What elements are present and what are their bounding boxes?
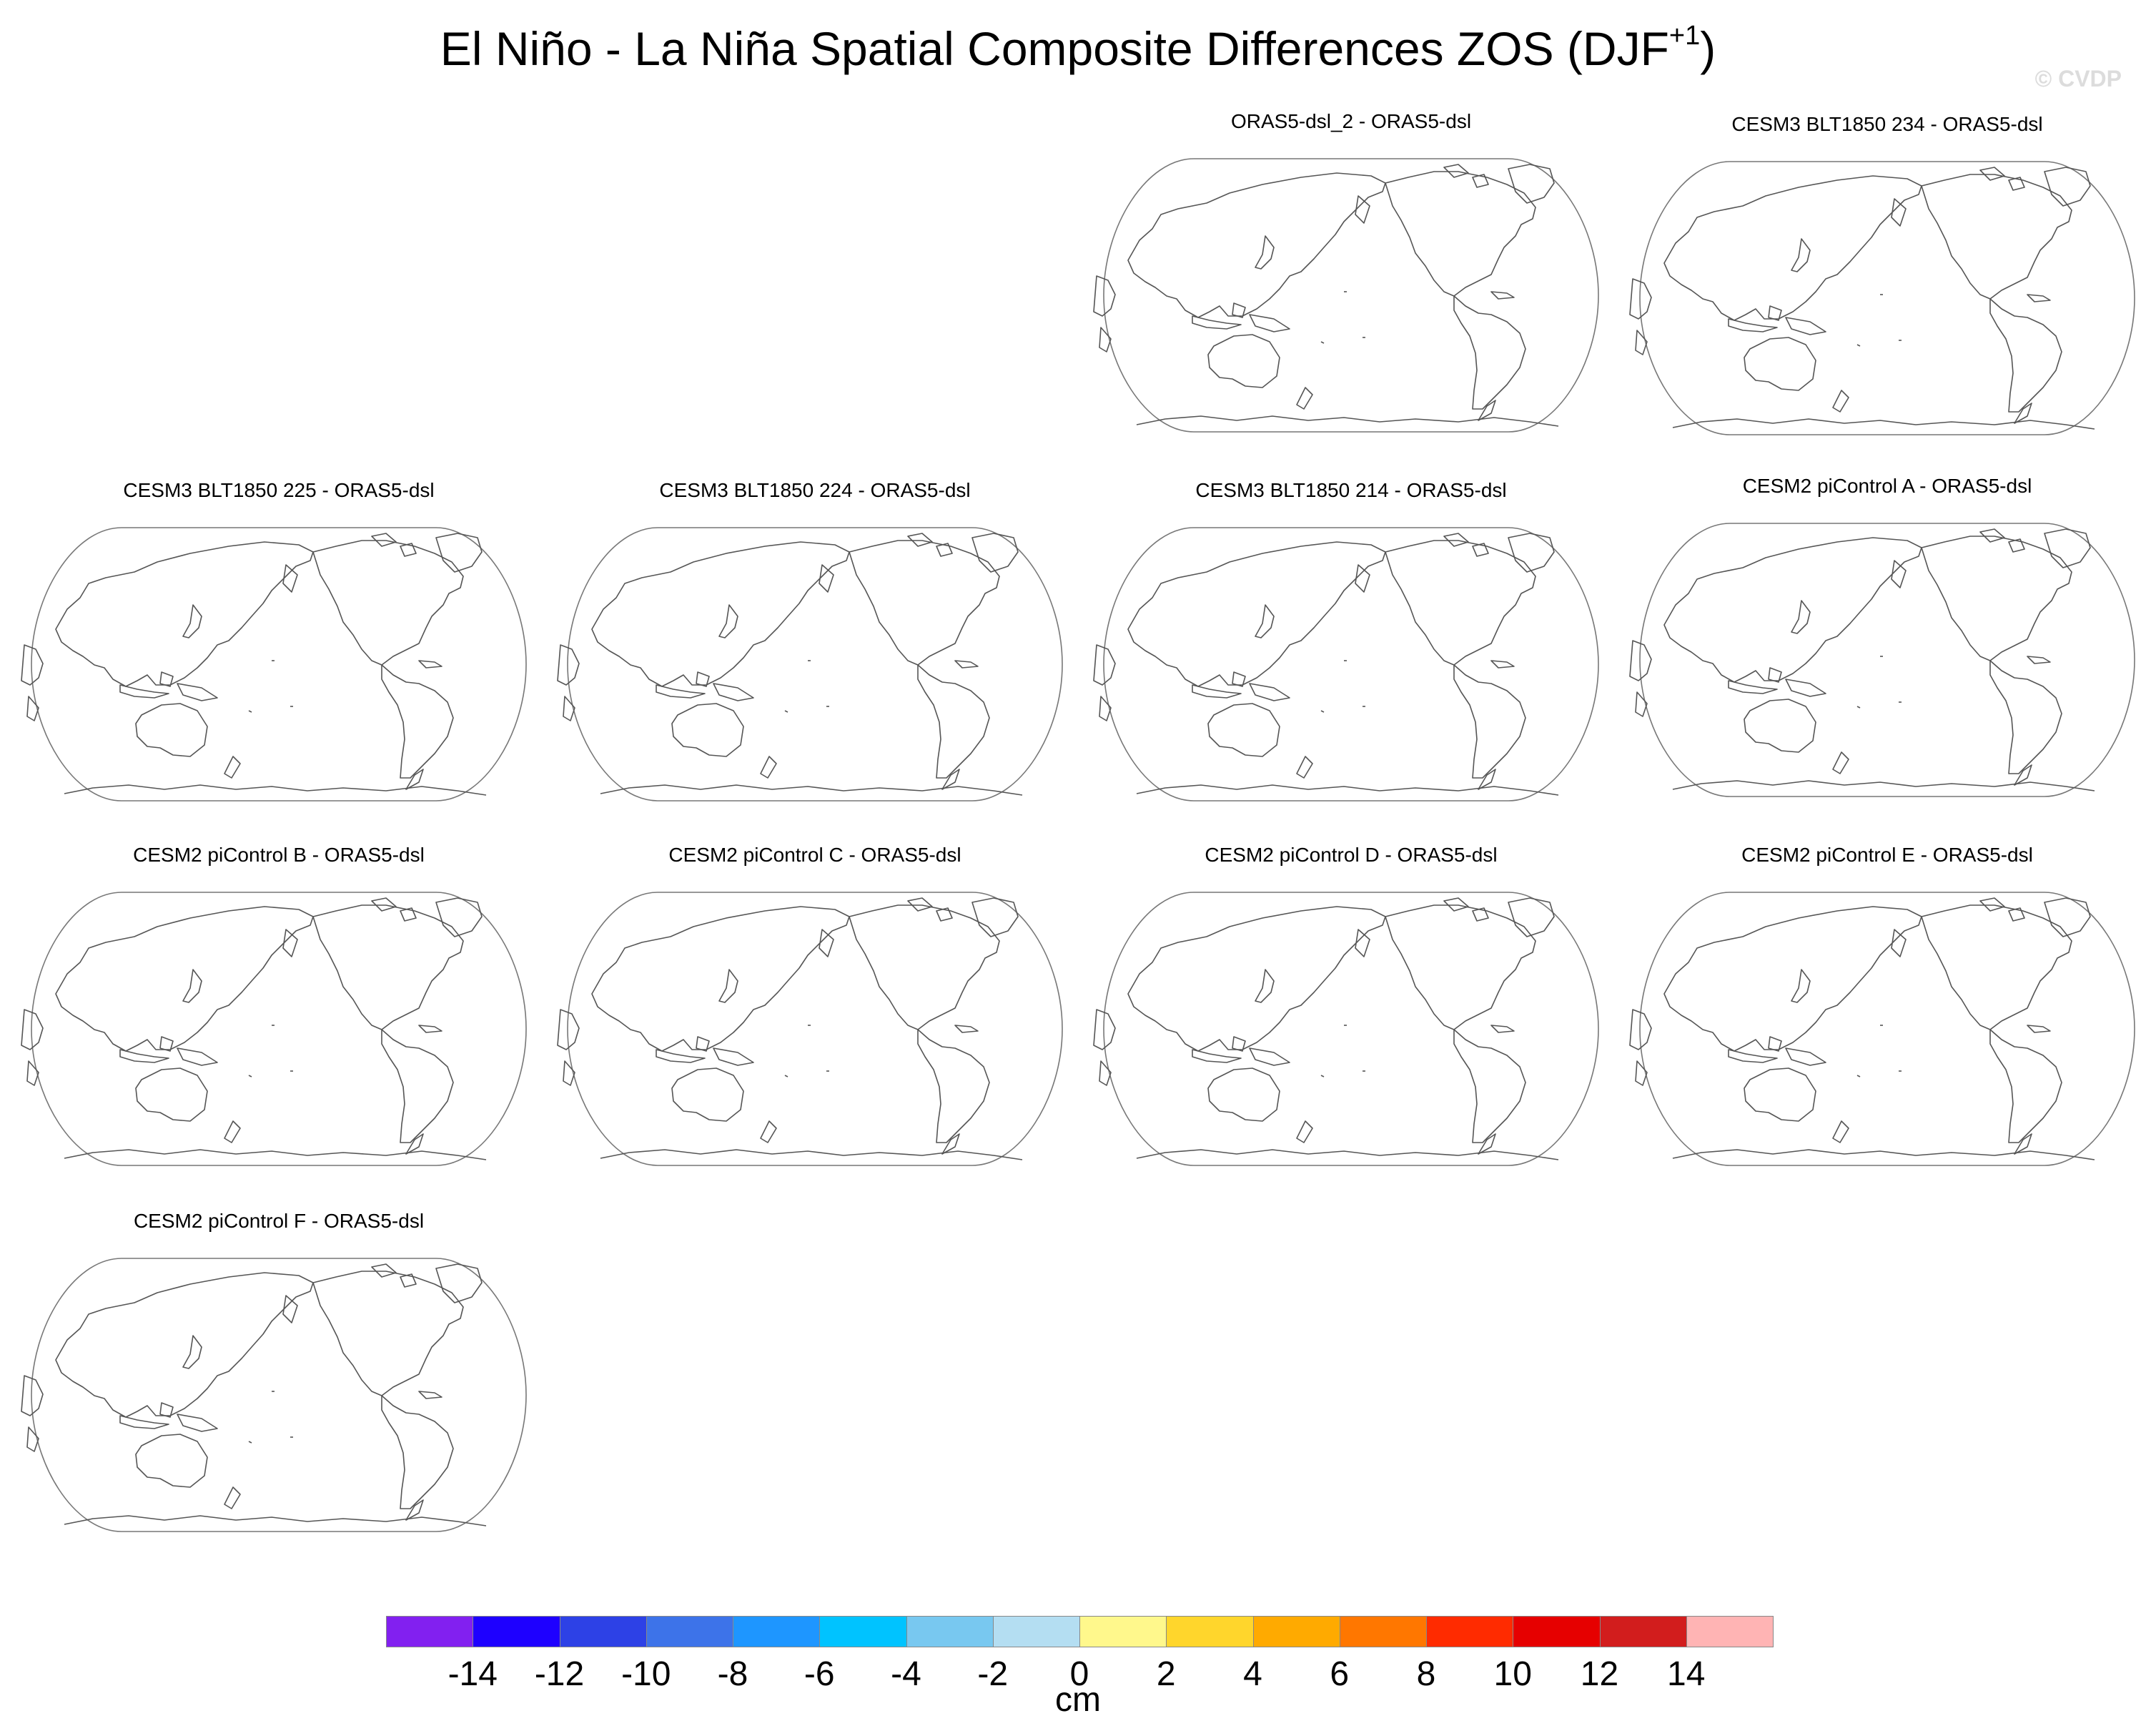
map-panel-cesm2-picontrol-c: CESM2 piControl C - ORAS5-dsl: [550, 844, 1079, 1187]
world-map: [557, 892, 1063, 1166]
panel-title: CESM2 piControl A - ORAS5-dsl: [1742, 475, 2032, 497]
map-panel-cesm2-picontrol-e: CESM2 piControl E - ORAS5-dsl: [1623, 844, 2152, 1187]
world-map: [1093, 158, 1599, 433]
colorbar-box: [473, 1616, 560, 1647]
world-map: [1629, 892, 2135, 1166]
chart-title-main: El Niño - La Niña Spatial Composite Diff…: [440, 22, 1669, 75]
panel-title: CESM3 BLT1850 224 - ORAS5-dsl: [659, 479, 971, 501]
colorbar-tick-label: 14: [1667, 1655, 1706, 1693]
colorbar-box: [1079, 1616, 1167, 1647]
world-map: [1093, 892, 1599, 1166]
colorbar-box: [646, 1616, 733, 1647]
world-map: [21, 1258, 527, 1532]
map-panel-cesm3-blt1850-234: CESM3 BLT1850 234 - ORAS5-dsl: [1623, 113, 2152, 456]
world-map: [21, 892, 527, 1166]
panel-title: CESM3 BLT1850 214 - ORAS5-dsl: [1195, 479, 1507, 501]
map-panel-cesm2-picontrol-b: CESM2 piControl B - ORAS5-dsl: [14, 844, 543, 1187]
colorbar-tick-label: 2: [1156, 1655, 1176, 1693]
colorbar-box: [1513, 1616, 1601, 1647]
map-panel-cesm3-blt1850-224: CESM3 BLT1850 224 - ORAS5-dsl: [550, 479, 1079, 822]
colorbar-box: [906, 1616, 994, 1647]
colorbar-tick-label: -10: [621, 1655, 671, 1693]
colorbar-box: [1339, 1616, 1427, 1647]
panel-title: ORAS5-dsl_2 - ORAS5-dsl: [1230, 110, 1472, 132]
panel-title: CESM3 BLT1850 225 - ORAS5-dsl: [123, 479, 435, 501]
colorbar-box: [1252, 1616, 1340, 1647]
colorbar-box: [733, 1616, 821, 1647]
panel-title: CESM2 piControl C - ORAS5-dsl: [668, 844, 961, 866]
panel-title: CESM2 piControl F - ORAS5-dsl: [133, 1210, 425, 1232]
colorbar-box: [1426, 1616, 1514, 1647]
chart-title-superscript: +1: [1668, 21, 1701, 51]
colorbar-tick-label: -2: [977, 1655, 1009, 1693]
map-panel-oras5-dsl-2: ORAS5-dsl_2 - ORAS5-dsl: [1087, 110, 1616, 453]
map-panel-cesm3-blt1850-214: CESM3 BLT1850 214 - ORAS5-dsl: [1087, 479, 1616, 822]
panel-title: CESM3 BLT1850 234 - ORAS5-dsl: [1731, 113, 2043, 135]
colorbar-tick-label: 10: [1493, 1655, 1532, 1693]
colorbar-tick-label: 8: [1416, 1655, 1436, 1693]
colorbar-box: [992, 1616, 1080, 1647]
colorbar-tick-label: 0: [1069, 1655, 1089, 1693]
map-panel-cesm2-picontrol-f: CESM2 piControl F - ORAS5-dsl: [14, 1210, 543, 1553]
world-map: [1093, 527, 1599, 802]
world-map: [21, 527, 527, 802]
chart-title: El Niño - La Niña Spatial Composite Diff…: [0, 21, 2156, 76]
colorbar-tick-label: -12: [534, 1655, 585, 1693]
panel-title: CESM2 piControl D - ORAS5-dsl: [1205, 844, 1498, 866]
colorbar-units: cm: [1055, 1681, 1101, 1719]
world-map: [1629, 523, 2135, 797]
colorbar-box: [559, 1616, 647, 1647]
colorbar-box: [386, 1616, 474, 1647]
world-map: [1629, 161, 2135, 435]
colorbar-tick-label: -8: [717, 1655, 748, 1693]
map-panel-cesm3-blt1850-225: CESM3 BLT1850 225 - ORAS5-dsl: [14, 479, 543, 822]
colorbar-tick-label: 6: [1330, 1655, 1350, 1693]
colorbar-tick-label: 12: [1580, 1655, 1619, 1693]
cvdp-watermark: © CVDP: [2034, 66, 2122, 92]
colorbar-box: [1599, 1616, 1687, 1647]
colorbar-tick-label: -14: [447, 1655, 498, 1693]
chart-title-close: ): [1700, 22, 1716, 75]
world-map: [557, 527, 1063, 802]
colorbar-box: [1686, 1616, 1774, 1647]
colorbar-tick-label: 4: [1243, 1655, 1262, 1693]
colorbar-box: [1166, 1616, 1254, 1647]
colorbar-box: [819, 1616, 907, 1647]
map-panel-cesm2-picontrol-a: CESM2 piControl A - ORAS5-dsl: [1623, 475, 2152, 818]
map-panel-cesm2-picontrol-d: CESM2 piControl D - ORAS5-dsl: [1087, 844, 1616, 1187]
panel-title: CESM2 piControl B - ORAS5-dsl: [133, 844, 425, 866]
panel-title: CESM2 piControl E - ORAS5-dsl: [1741, 844, 2033, 866]
colorbar: [386, 1616, 1774, 1647]
colorbar-tick-label: -4: [891, 1655, 921, 1693]
colorbar-tick-label: -6: [803, 1655, 835, 1693]
